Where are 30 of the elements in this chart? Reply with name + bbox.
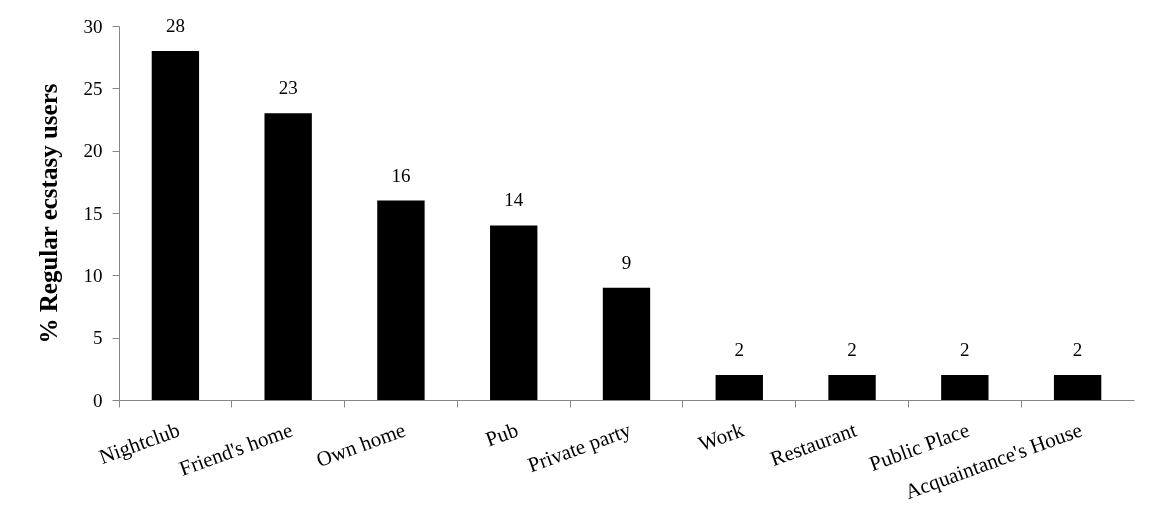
data-label: 28 <box>165 14 185 36</box>
data-label: 2 <box>1072 339 1083 361</box>
y-tick-label: 15 <box>83 202 103 224</box>
bar <box>828 375 876 400</box>
bar <box>490 225 538 400</box>
y-tick-label: 25 <box>83 77 103 99</box>
y-tick-label: 0 <box>93 389 103 411</box>
data-label: 2 <box>847 339 857 361</box>
bar <box>151 50 200 400</box>
x-tick-label: Pub <box>482 417 522 452</box>
data-label: 16 <box>391 164 411 186</box>
data-label: 2 <box>960 339 970 361</box>
y-tick-label: 20 <box>83 140 103 162</box>
bar <box>715 375 763 400</box>
data-label: 23 <box>278 77 298 99</box>
x-tick-label: Work <box>695 417 748 456</box>
bar <box>377 200 425 400</box>
y-tick-label: 10 <box>83 264 103 286</box>
x-tick-label: Own home <box>313 417 409 472</box>
bar <box>264 113 312 400</box>
bar <box>1053 375 1102 400</box>
y-tick-label: 5 <box>93 327 103 349</box>
bar <box>602 287 651 400</box>
y-tick-label: 30 <box>83 15 103 37</box>
data-label: 9 <box>621 251 632 273</box>
data-label: 14 <box>504 189 524 211</box>
y-axis-title: % Regular ecstasy users <box>34 83 62 344</box>
data-label: 2 <box>734 339 745 361</box>
x-tick-label: Private party <box>524 417 635 478</box>
bar <box>941 375 989 400</box>
